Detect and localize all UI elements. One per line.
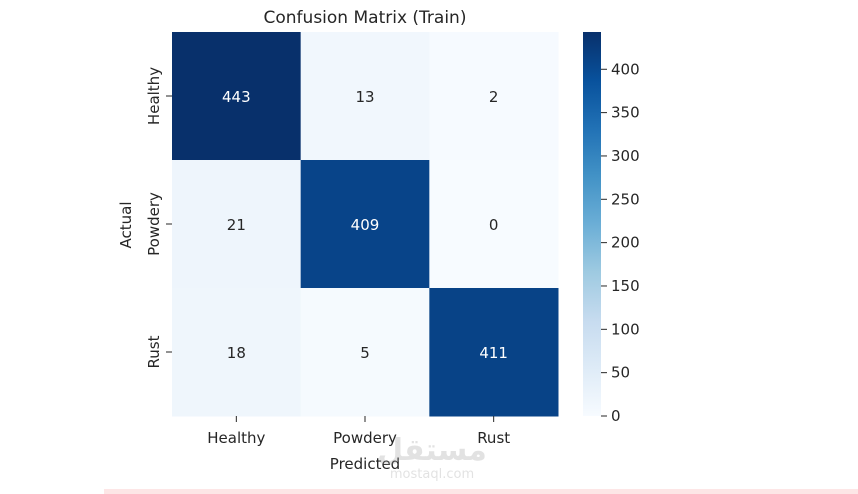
x-axis-label: Predicted — [330, 455, 400, 473]
x-tick-label: Healthy — [207, 429, 265, 447]
heatmap-cell — [429, 160, 559, 289]
colorbar-tick-label: 100 — [611, 320, 640, 338]
heatmap-cell — [429, 288, 559, 417]
colorbar-tick-label: 0 — [611, 407, 621, 425]
heatmap-cell — [172, 32, 302, 161]
heatmap-cell — [300, 160, 430, 289]
x-tick-label: Rust — [477, 429, 510, 447]
cell-value-label: 409 — [351, 216, 380, 234]
y-tick-label: Powdery — [145, 192, 163, 256]
colorbar-tick-label: 50 — [611, 364, 630, 382]
bottom-strip — [104, 489, 858, 494]
cell-value-label: 13 — [355, 88, 374, 106]
colorbar-tick-label: 400 — [611, 60, 640, 78]
cell-value-label: 411 — [479, 344, 508, 362]
colorbar-tick-label: 350 — [611, 104, 640, 122]
colorbar-tick-label: 200 — [611, 234, 640, 252]
cell-value-label: 18 — [227, 344, 246, 362]
colorbar-tick-label: 250 — [611, 190, 640, 208]
heatmap-cell — [300, 288, 430, 417]
heatmap-cell — [300, 32, 430, 161]
colorbar-tick-label: 150 — [611, 277, 640, 295]
cell-value-label: 21 — [227, 216, 246, 234]
colorbar — [583, 32, 601, 416]
x-tick-label: Powdery — [333, 429, 397, 447]
y-axis-label: Actual — [117, 202, 135, 249]
y-tick-label: Healthy — [145, 67, 163, 125]
heatmap-cell — [429, 32, 559, 161]
colorbar-tick-label: 300 — [611, 147, 640, 165]
cell-value-label: 2 — [489, 88, 499, 106]
y-tick-label: Rust — [145, 335, 163, 368]
cell-value-label: 443 — [222, 88, 251, 106]
heatmap-cell — [172, 288, 302, 417]
cell-value-label: 0 — [489, 216, 499, 234]
chart-title: Confusion Matrix (Train) — [264, 8, 467, 28]
cell-value-label: 5 — [360, 344, 370, 362]
heatmap-cell — [172, 160, 302, 289]
